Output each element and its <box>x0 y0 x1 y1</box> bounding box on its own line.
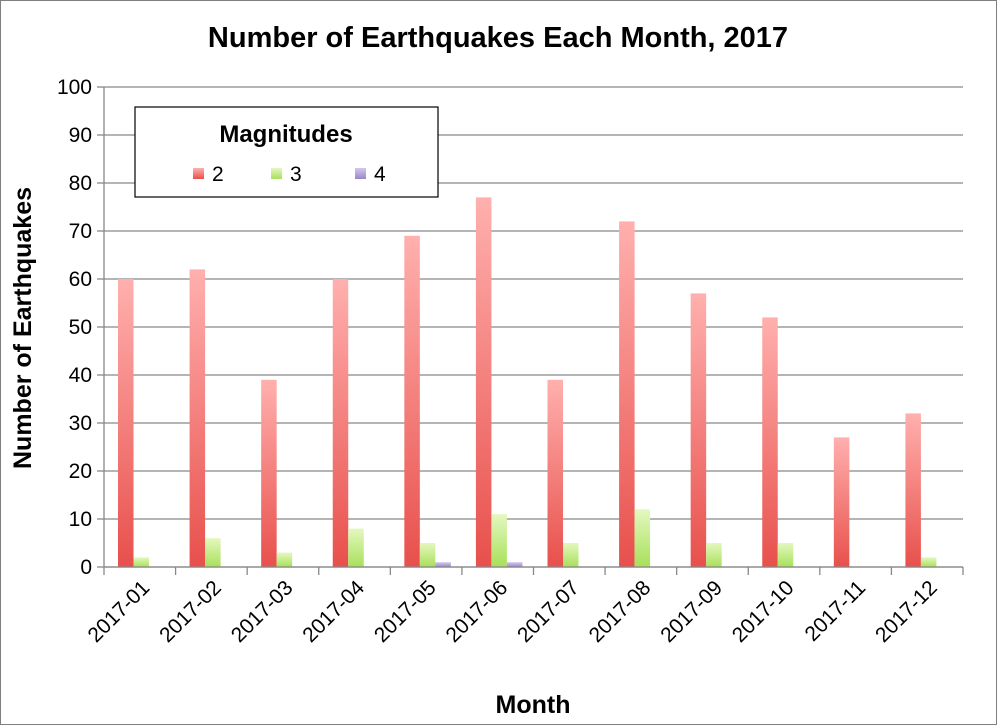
bar-series-2-2017-03 <box>261 379 277 567</box>
legend-label-2: 2 <box>212 163 224 186</box>
legend-swatch-3 <box>271 168 282 179</box>
x-tick-label: 2017-12 <box>871 576 942 647</box>
x-tick-labels: 2017-01 2017-02 2017-03 2017-04 2017-05 2017-… <box>84 576 942 647</box>
y-tick-labels: 0 10 20 30 40 50 60 70 80 90 100 <box>57 76 92 579</box>
bar-series-2-2017-10 <box>762 317 778 567</box>
bar-series-2-2017-09 <box>690 293 707 567</box>
bar-series-3-2017-01 <box>133 557 149 567</box>
bar-series-2-2017-04 <box>332 279 349 567</box>
bar-series-2-2017-06 <box>475 197 492 567</box>
bar-series-3-2017-12 <box>920 557 937 567</box>
bar-series-3-2017-03 <box>276 552 293 567</box>
legend-label-4: 4 <box>374 163 386 186</box>
bar-series-3-2017-10 <box>777 543 794 567</box>
bar-series-2-2017-08 <box>619 221 635 567</box>
y-tick-label: 30 <box>69 412 92 435</box>
legend-box <box>134 106 439 198</box>
x-tick-label: 2017-09 <box>656 576 727 647</box>
legend-swatch-4 <box>355 168 366 179</box>
y-tick-label: 20 <box>69 460 92 483</box>
bars <box>118 197 937 568</box>
bar-series-2-2017-07 <box>547 379 563 567</box>
bar-series-3-2017-05 <box>419 543 436 567</box>
legend-label-3: 3 <box>290 163 302 186</box>
bar-series-4-2017-05 <box>435 562 451 567</box>
y-tick-label: 90 <box>69 124 92 147</box>
y-tick-label: 80 <box>69 172 92 195</box>
x-tick-label: 2017-07 <box>513 576 584 647</box>
y-tick-label: 40 <box>69 364 92 387</box>
bar-series-3-2017-09 <box>706 543 722 567</box>
bar-series-2-2017-05 <box>404 235 420 568</box>
bar-series-3-2017-08 <box>634 509 651 567</box>
legend-swatch-2 <box>193 168 204 179</box>
x-tick-label: 2017-04 <box>298 576 369 647</box>
x-tick-label: 2017-06 <box>441 576 512 647</box>
bar-series-4-2017-06 <box>506 562 523 567</box>
bar-series-2-2017-02 <box>189 269 206 567</box>
y-tick-label: 50 <box>69 316 92 339</box>
x-axis-title: Month <box>496 691 571 719</box>
bar-series-3-2017-02 <box>205 538 221 567</box>
y-tick-label: 60 <box>69 268 92 291</box>
y-tick-label: 100 <box>57 76 92 99</box>
bar-series-2-2017-12 <box>905 413 921 567</box>
x-tick-label: 2017-08 <box>585 576 656 647</box>
bar-series-3-2017-07 <box>563 543 579 567</box>
y-tick-label: 0 <box>80 556 92 579</box>
axes <box>103 87 964 575</box>
x-tick-label: 2017-01 <box>84 576 155 647</box>
x-tick-label: 2017-10 <box>728 576 799 647</box>
y-axis-title: Number of Earthquakes <box>9 187 37 469</box>
y-tick-label: 10 <box>69 508 92 531</box>
bar-series-2-2017-01 <box>118 279 134 567</box>
y-tick-label: 70 <box>69 220 92 243</box>
bar-series-3-2017-04 <box>348 528 364 567</box>
legend-title: Magnitudes <box>219 121 352 148</box>
bar-series-2-2017-11 <box>833 437 850 567</box>
chart-title: Number of Earthquakes Each Month, 2017 <box>208 22 788 54</box>
x-tick-label: 2017-02 <box>155 576 226 647</box>
x-tick-label: 2017-05 <box>370 576 441 647</box>
x-tick-label: 2017-11 <box>800 576 870 646</box>
legend: Magnitudes 2 3 4 <box>134 106 439 198</box>
bar-series-3-2017-06 <box>491 514 507 567</box>
x-tick-label: 2017-03 <box>227 576 298 647</box>
